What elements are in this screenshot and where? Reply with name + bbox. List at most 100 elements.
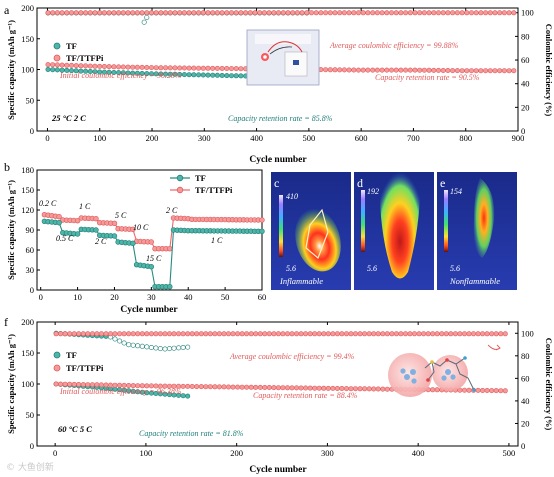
panel-f-tf-right-point-26	[171, 345, 177, 351]
panel-a-ttfpi-right-point-99	[511, 10, 517, 16]
panel-a-tf-left-point-9	[87, 69, 93, 75]
panel-f-ttfpi-left-point-1	[58, 381, 64, 387]
panel-f-ttfpi-right-point-8	[89, 331, 95, 337]
panel-f-ttfpi-left-point-56	[307, 385, 313, 391]
panel-f-ttfpi-right-point-17	[130, 331, 136, 337]
panel-a-ttfpi-right-point-4	[64, 10, 70, 16]
panel-a-ttfpi-right-point-75	[398, 10, 404, 16]
panel-a-ttfpi-right-point-40	[233, 10, 239, 16]
panel-f-ttfpi-left-point-48	[271, 385, 277, 391]
panel-a-ttfpi-right-point-59	[323, 10, 329, 16]
panel-f-ttfpi-right-point-47	[266, 331, 272, 337]
panel-a-ttfpi-right-point-79	[417, 10, 423, 16]
panel-a-tf-left-point-11	[97, 69, 103, 75]
panel-f-data	[53, 330, 508, 399]
panel-f-ttfpi-left-point-0	[53, 381, 59, 387]
panel-b-tf-point-14	[93, 227, 99, 233]
panel-f-ttfpi-right-point-80	[416, 331, 422, 337]
panel-a-ttfpi-left-point-62	[337, 67, 343, 73]
colorbar-d	[361, 190, 365, 252]
panel-b-data	[41, 212, 265, 290]
panel-a-ttfpi-right-point-70	[374, 10, 380, 16]
panel-a-y2tick-label-4: 80	[521, 31, 530, 41]
panel-f-ttfpi-right-point-29	[185, 331, 191, 337]
panel-a-ttfpi-right-point-13	[106, 10, 112, 16]
panel-f-ttfpi-right-point-28	[180, 331, 186, 337]
panel-f-ttfpi-right-point-33	[203, 331, 209, 337]
panel-a-ttfpi-left-point-41	[238, 66, 244, 72]
panel-f-ttfpi-right-point-75	[393, 331, 399, 337]
panel-f-ttfpi-left-point-67	[357, 386, 363, 392]
panel-f-ttfpi-right-point-13	[112, 331, 118, 337]
panel-a-ttfpi-right-point-81	[426, 10, 432, 16]
panel-b-tf-point-29	[148, 264, 155, 270]
panel-f-ttfpi-right-point-35	[212, 331, 218, 337]
panel-a-ttfpi-right-point-41	[238, 10, 244, 16]
panel-a-ttfpi-left-point-61	[332, 67, 338, 73]
panel-f-ttfpi-left-point-2	[62, 381, 68, 387]
panel-a-xlabel: Cycle number	[249, 155, 307, 165]
panel-a-ttfpi-left-point-23	[153, 65, 159, 71]
panel-f-ttfpi-right-point-67	[357, 331, 363, 337]
panel-a-ttfpi-left-point-29	[181, 65, 187, 71]
panel-a-y2tick-label-3: 60	[521, 55, 530, 65]
panel-f-ttfpi-right-point-56	[307, 331, 313, 337]
panel-f-ttfpi-left-point-4	[71, 381, 77, 387]
panel-b-ticks: 0 10 20 30 40 50 60 0 30 60 90 120 150 180	[21, 165, 266, 302]
panel-a-ttfpi-right-point-15	[116, 10, 122, 16]
panel-a-ttfpi-left-point-12	[101, 64, 107, 70]
panel-d: d 192 5.6	[354, 172, 434, 290]
panel-a-tf-left-point-27	[172, 71, 178, 77]
panel-f-ttfpi-right-point-59	[321, 331, 327, 337]
panel-f-tf-right-point-25	[167, 346, 173, 352]
legend-b-tf-label: TF	[195, 173, 206, 183]
panel-a-ttfpi-left-point-60	[327, 67, 333, 73]
panel-a-tf-left-point-39	[229, 73, 235, 79]
panel-a-tf-left-point-13	[106, 69, 112, 75]
panel-a-ttfpi-left-point-92	[478, 68, 484, 74]
panel-f-ttfpi-left-point-31	[194, 384, 200, 390]
panel-a-tf-left-point-36	[214, 72, 220, 78]
legend-ttfpi-label: TF/TTFPi	[66, 53, 104, 63]
panel-f-ttfpi-right-point-53	[294, 331, 300, 337]
panel-f-ttfpi-right-point-38	[226, 331, 232, 337]
panel-b-tf-point-24	[130, 240, 136, 247]
panel-a-ttfpi-right-point-66	[355, 10, 361, 16]
panel-a-ttfpi-left-point-74	[393, 67, 399, 73]
panel-a-tf-left-point-18	[130, 70, 136, 76]
legend-tf-label: TF	[66, 41, 77, 51]
panel-a-ttfpi-right-point-91	[473, 10, 479, 16]
panel-e: e 154 5.6 Nonflammable	[437, 172, 517, 290]
rate-label-10c: 10 C	[133, 223, 149, 232]
panel-f-tf-left-point-29	[185, 393, 191, 399]
panel-f-ttfpi-right-point-51	[284, 331, 290, 337]
panel-f-ttfpi-left-point-41	[239, 384, 245, 390]
panel-a-ttfpi-left-point-72	[384, 67, 390, 73]
panel-a-ttfpi-right-point-74	[393, 10, 399, 16]
panel-a-ttfpi-left-point-76	[403, 67, 409, 73]
panel-f-ttfpi-right-point-48	[271, 331, 277, 337]
panel-f-ttfpi-right-point-64	[343, 331, 349, 337]
panel-a-ttfpi-left-point-89	[464, 68, 470, 74]
panel-a-ttfpi-right-point-18	[130, 10, 136, 16]
panel-f-ttfpi-right-point-0	[53, 331, 59, 337]
panel-a-ttfpi-right-point-86	[450, 10, 456, 16]
panel-a-tf-left-point-19	[134, 70, 140, 76]
panel-a-ttfpi-right-point-29	[181, 10, 187, 16]
panel-a-ttfpi-left-point-33	[200, 65, 206, 71]
panel-a-tf-left-point-8	[83, 68, 89, 74]
rate-label-1c-b: 1 C	[211, 236, 223, 245]
panel-f-tf-right-point-22	[153, 345, 159, 351]
panel-a-ttfpi-right-point-71	[379, 10, 385, 16]
rate-label-0p2c: 0.2 C	[39, 199, 57, 208]
panel-f-ttfpi-right-point-89	[457, 331, 463, 337]
panel-a-ttfpi-right-point-21	[144, 10, 150, 16]
panel-a-tf-left-point-3	[59, 67, 65, 73]
rate-label-1c-a: 1 C	[79, 202, 91, 211]
panel-f-ttfpi-right-point-3	[67, 331, 73, 337]
panel-b-ttfpi-point-34	[167, 246, 173, 252]
panel-f-ttfpi-right-point-37	[221, 331, 227, 337]
panel-f-ttfpi-left-point-49	[275, 385, 281, 391]
panel-f-ttfpi-right-point-32	[198, 331, 204, 337]
panel-f-y2tick-label-0: 0	[521, 441, 525, 451]
